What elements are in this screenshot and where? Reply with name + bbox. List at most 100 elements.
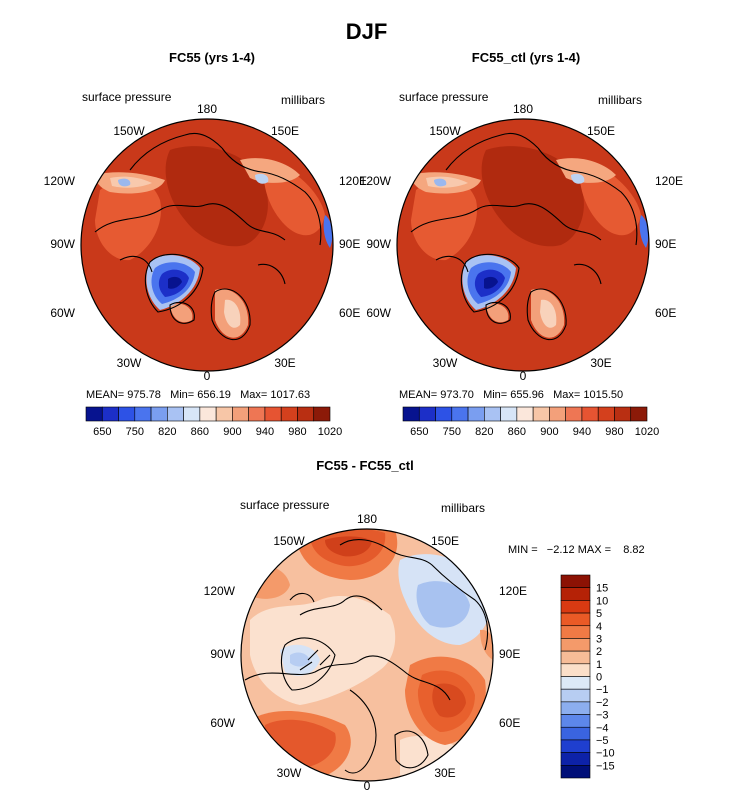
panel-1-field-high [165,146,268,247]
panel-1-colorbar-swatch [134,406,152,422]
panel-1-colorbar-tick: 750 [126,426,144,438]
panel-1-variable-label: surface pressure [82,90,172,104]
panel-2-stats: MEAN= 973.70 Min= 655.96 Max= 1015.50 [399,389,624,401]
panel-1-field-cool [255,173,269,184]
panel-2-colorbar-swatch [581,406,599,422]
panel-3-colorbar-swatch [560,638,591,652]
panel-1-lon-label: 90W [50,237,75,251]
panel-2-field-light [486,303,509,323]
panel-3-colorbar-swatch [560,714,591,728]
panel-3-colorbar-swatch [560,752,591,766]
panel-3-colorbar-swatch [560,625,591,639]
panel-3-colorbar-swatch [560,739,591,753]
panel-2-lon-label: 150E [587,124,615,138]
panel-1-lon-label: 120E [339,174,367,188]
panel-1-colorbar-swatch [199,406,217,422]
panel-2-lon-label: 30E [590,356,611,370]
panel-3-colorbar-tick: −2 [596,697,609,709]
panel-3-colorbar-swatch [560,688,591,703]
panel-3-map [241,529,493,781]
panel-2-greenland-peak [484,276,498,289]
panel-3-lon-label: 30E [434,766,455,780]
panel-2-field-cool [639,215,649,248]
panel-1-colorbar-swatch [313,406,331,422]
panel-2-field-cool [571,173,585,184]
panel-1-lon-label: 90E [339,237,360,251]
panel-3-lon-label: 120E [499,584,527,598]
panel-1-colorbar-swatch [167,406,184,422]
panel-1-coastlines [94,132,322,341]
panel-3-field-2 [480,629,493,660]
panel-1-colorbar-tick: 1020 [318,426,342,438]
panel-1-colorbar-swatch [150,406,168,422]
panel-3-colorbar-swatch [560,765,591,779]
panel-2-lon-label: 0 [520,369,527,383]
panel-3-colorbar-swatch [560,574,591,588]
panel-1-colorbar-swatch [215,406,233,422]
panel-2-variable-label: surface pressure [399,90,489,104]
panel-1-map [81,119,333,371]
panel-1-colorbar-swatch [101,406,119,422]
panel-2-colorbar-swatch [630,406,648,422]
panel-1-field-cool [118,178,131,187]
panel-2-colorbar: 650 750 820 860 900 940 980 1020 [402,406,659,438]
panel-3-colorbar-tick: 4 [596,621,602,633]
panel-2-lon-label: 120E [655,174,683,188]
panel-1-field-light [170,303,193,323]
panel-3-lon-label: 90E [499,647,520,661]
panel-2-colorbar-swatch [467,406,485,422]
panel-2-colorbar-tick: 860 [508,426,526,438]
panel-3-field-5 [325,536,372,557]
panel-3-colorbar-swatch [560,650,591,665]
panel-2-lon-label: 180 [513,102,533,116]
panel-1-title: FC55 (yrs 1-4) [169,50,255,65]
panel-3-colorbar-tick: 10 [596,595,608,607]
panel-2-field-cool [434,178,447,187]
panel-2-lon-label: 30W [433,356,458,370]
panel-2-lon-label: 150W [429,124,461,138]
panel-3-lon-label: 0 [364,779,371,793]
panel-2-colorbar-tick: 940 [573,426,591,438]
panel-1-colorbar-swatch [118,406,136,422]
panel-2-colorbar-tick: 750 [443,426,461,438]
panel-1-lon-label: 150W [113,124,145,138]
panel-3-lon-label: 30W [277,766,302,780]
panel-2-colorbar-swatch [451,406,469,422]
panel-2-colorbar-swatch [484,406,501,422]
panel-1-colorbar-tick: 860 [191,426,209,438]
panel-3-variable-label: surface pressure [240,498,330,512]
panel-2-title: FC55_ctl (yrs 1-4) [471,50,581,65]
panel-1-lon-label: 60W [50,306,75,320]
panel-1-lon-label: 0 [204,369,211,383]
panel-2-colorbar-tick: 1020 [635,426,659,438]
panel-1-lon-label: 120W [44,174,76,188]
panel-2-colorbar-swatch [532,406,550,422]
panel-2-map [397,119,649,371]
panel-1-colorbar-swatch [297,406,315,422]
panel-1-colorbar-swatch [264,406,282,422]
panel-1-lon-label: 60E [339,306,360,320]
panel-3-lon-label: 60W [210,716,235,730]
panel-3-lon-label: 150E [431,534,459,548]
panel-2-lon-label: 60E [655,306,676,320]
panel-2-lon-label: 120W [360,174,392,188]
panel-3-colorbar-tick: 1 [596,659,602,671]
panel-1-colorbar-swatch [280,406,298,422]
figure-title: DJF [345,19,388,44]
panel-3-colorbar-tick: 5 [596,608,602,620]
panel-3-colorbar-tick: 3 [596,633,602,645]
panel-3-colorbar-swatch [560,663,591,677]
panel-3-colorbar-tick: −10 [596,748,615,760]
panel-3-colorbar-tick: 15 [596,583,608,595]
panel-2-coastlines [410,132,638,341]
panel-3-lon-label: 60E [499,716,520,730]
panel-3-colorbar-tick: −5 [596,735,609,747]
panel-1-field-light [240,158,300,183]
panel-1-colorbar-tick: 650 [93,426,111,438]
panel-3-colorbar-tick: −3 [596,710,609,722]
panel-3-colorbar-tick: −4 [596,722,609,734]
panel-3-field-cool-2 [416,581,470,628]
panel-1-field-pale [224,299,241,328]
